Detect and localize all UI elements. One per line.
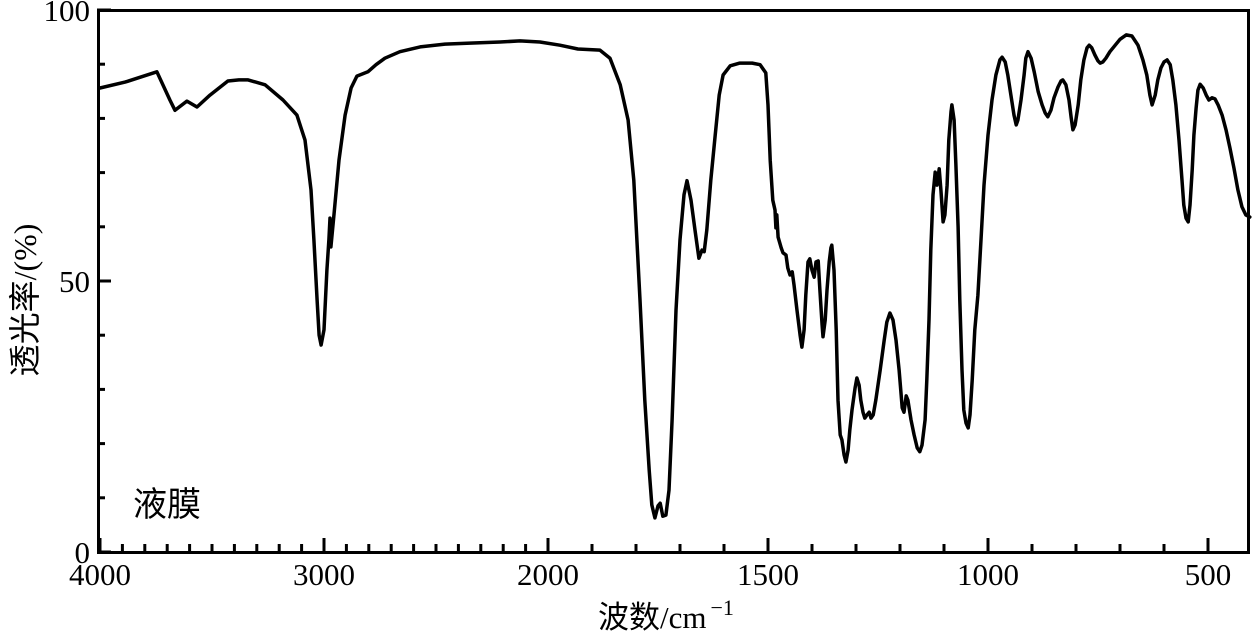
- x-axis-title-main: 波数/cm: [598, 600, 707, 635]
- x-axis-title: 波数/cm −1: [598, 595, 734, 635]
- x-axis-tick-label: 1500: [737, 557, 799, 592]
- x-axis-tick-label: 4000: [69, 557, 131, 592]
- x-axis-tick-label: 2000: [517, 557, 579, 592]
- y-axis-tick-label: 100: [44, 0, 91, 28]
- spectrum-curve: [98, 33, 1252, 520]
- x-axis-tick-label: 500: [1185, 557, 1232, 592]
- sample-label: 液膜: [133, 486, 201, 524]
- y-axis-tick-label: 0: [75, 535, 91, 570]
- x-axis-tick-label: 3000: [293, 557, 355, 592]
- x-axis-title-superscript: −1: [711, 595, 734, 620]
- x-axis-tick-label: 1000: [957, 557, 1019, 592]
- y-axis-title: 透光率/(%): [7, 224, 43, 377]
- y-axis-tick-label: 50: [59, 264, 90, 299]
